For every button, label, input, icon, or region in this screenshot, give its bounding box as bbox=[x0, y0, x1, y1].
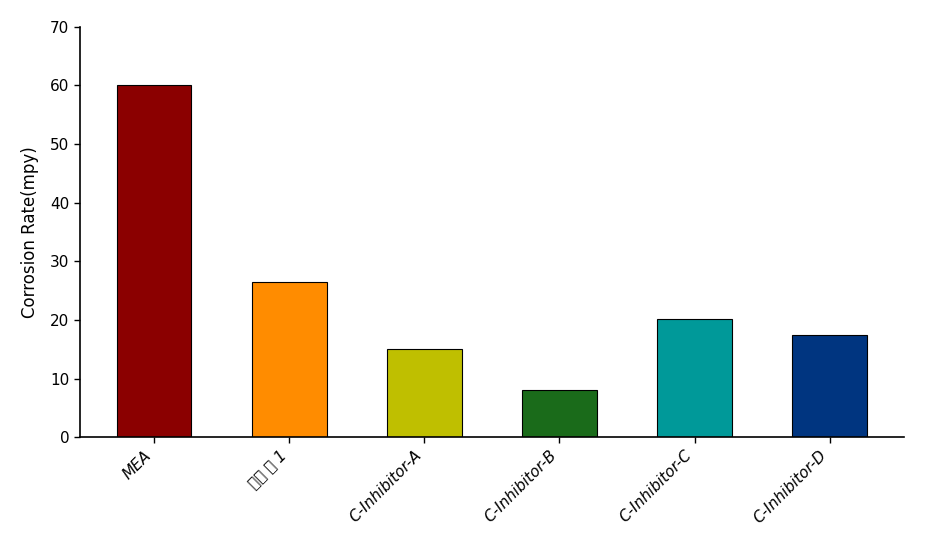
Bar bbox=[117, 85, 191, 437]
Bar bbox=[658, 319, 732, 437]
Bar bbox=[388, 350, 462, 437]
Bar bbox=[253, 282, 327, 437]
Bar bbox=[793, 335, 867, 437]
Bar bbox=[523, 391, 597, 437]
Y-axis label: Corrosion Rate(mpy): Corrosion Rate(mpy) bbox=[21, 146, 39, 318]
